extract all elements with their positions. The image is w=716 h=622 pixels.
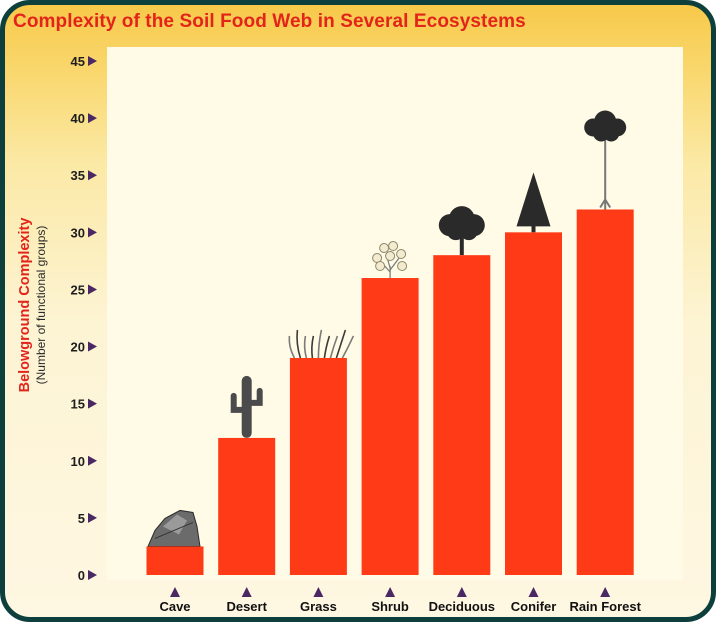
- y-tick-label: 45: [71, 54, 85, 69]
- bar: [576, 209, 634, 575]
- y-tick-marker: [88, 113, 97, 124]
- y-tick-label: 35: [71, 168, 85, 183]
- y-tick-label: 15: [71, 397, 85, 412]
- y-tick-label: 10: [71, 454, 85, 469]
- y-tick-marker: [88, 341, 97, 352]
- cactus-icon: [230, 375, 263, 438]
- x-tick-label: Rain Forest: [569, 599, 641, 614]
- y-tick-label: 5: [78, 511, 85, 526]
- bar: [146, 546, 204, 575]
- y-axis-subtitle: (Number of functional groups): [34, 226, 48, 385]
- y-tick-marker: [88, 512, 97, 523]
- y-tick-label: 40: [71, 111, 85, 126]
- y-tick-marker: [88, 170, 97, 181]
- grass-icon: [288, 329, 355, 359]
- x-tick-marker: [241, 587, 252, 597]
- deciduous-tree-icon: [438, 206, 485, 256]
- y-tick-marker: [88, 398, 97, 409]
- bar: [218, 437, 276, 575]
- bar-chart: 0 5 10 15 20 25 30 35 40 45 Cave Desert Grass Shrub D…: [17, 47, 683, 614]
- x-tick-label: Shrub: [371, 599, 409, 614]
- rock-icon: [147, 509, 201, 547]
- x-tick-label: Grass: [300, 599, 337, 614]
- bar: [361, 278, 419, 575]
- y-tick-label: 30: [71, 225, 85, 240]
- x-tick-marker: [385, 587, 396, 597]
- conifer-tree-icon: [516, 172, 551, 233]
- x-tick-marker: [528, 587, 539, 597]
- x-tick-label: Conifer: [511, 599, 557, 614]
- bar: [289, 357, 347, 575]
- y-tick-marker: [88, 570, 97, 580]
- y-axis-title: Belowground Complexity: [17, 218, 33, 393]
- y-tick-label: 25: [71, 282, 85, 297]
- rainforest-tree-icon: [584, 110, 627, 210]
- y-tick-marker: [88, 227, 97, 238]
- bars: [146, 110, 634, 576]
- y-tick-marker: [88, 455, 97, 466]
- y-tick-label: 20: [71, 340, 85, 355]
- shrub-icon: [372, 241, 408, 279]
- y-tick-marker: [88, 56, 97, 66]
- y-axis: 0 5 10 15 20 25 30 35 40 45: [71, 54, 97, 583]
- y-axis-title-group: Belowground Complexity (Number of functi…: [17, 218, 48, 393]
- x-axis: Cave Desert Grass Shrub Deciduous Conifer Rain…: [159, 587, 642, 614]
- x-tick-marker: [313, 587, 324, 597]
- x-tick-label: Deciduous: [429, 599, 495, 614]
- x-tick-marker: [456, 587, 467, 597]
- x-tick-marker: [170, 587, 180, 597]
- y-tick-marker: [88, 284, 97, 295]
- x-tick-label: Desert: [226, 599, 267, 614]
- y-tick-label: 0: [78, 568, 85, 583]
- chart-title: Complexity of the Soil Food Web in Sever…: [13, 11, 526, 32]
- bar: [433, 255, 491, 575]
- x-tick-label: Cave: [159, 599, 190, 614]
- bar: [505, 232, 562, 576]
- x-tick-marker: [600, 587, 611, 597]
